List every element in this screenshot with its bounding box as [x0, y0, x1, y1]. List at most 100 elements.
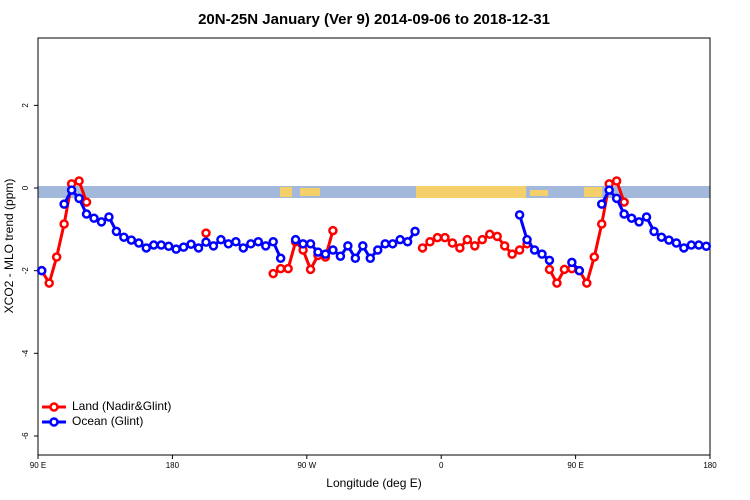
series-marker	[656, 232, 667, 242]
series-line	[62, 188, 707, 272]
x-tick-label: 180	[166, 461, 180, 470]
series-marker	[365, 253, 376, 264]
series-marker	[514, 210, 525, 220]
series-marker	[529, 245, 540, 255]
series-marker	[268, 268, 278, 279]
series-marker	[201, 228, 211, 238]
series-marker	[59, 199, 69, 209]
series-marker	[298, 239, 308, 249]
chart-title: 20N-25N January (Ver 9) 2014-09-06 to 20…	[198, 11, 550, 28]
series-marker	[492, 231, 502, 242]
series-marker	[432, 232, 443, 243]
series-marker	[447, 238, 458, 248]
series-marker	[343, 241, 353, 251]
series-marker	[395, 234, 405, 245]
series-marker	[186, 239, 196, 249]
y-axis-label: XCO2 - MLO trend (ppm)	[2, 179, 16, 314]
series-marker	[275, 253, 286, 264]
series-marker	[596, 199, 607, 209]
series-marker	[701, 241, 712, 252]
series-marker	[552, 278, 562, 288]
series-marker	[328, 245, 338, 255]
series-marker	[350, 253, 361, 264]
series-marker	[223, 239, 234, 249]
series-marker	[66, 185, 77, 195]
series-marker	[141, 243, 152, 253]
series-marker	[238, 243, 249, 253]
series-marker	[36, 265, 47, 276]
x-tick-label: 180	[703, 461, 717, 470]
x-tick-label: 0	[439, 461, 444, 470]
series-marker	[522, 234, 532, 245]
series-marker	[611, 193, 622, 204]
series-marker	[275, 263, 286, 274]
series-marker	[216, 234, 226, 245]
series-marker	[313, 247, 323, 257]
series-marker	[671, 238, 682, 248]
series-marker	[328, 225, 338, 236]
series-marker	[253, 236, 264, 247]
series-marker	[134, 238, 144, 248]
series-marker	[596, 219, 607, 229]
series-marker	[425, 236, 435, 247]
x-tick-label: 90 E	[30, 461, 46, 470]
series-marker	[119, 232, 129, 242]
series-marker	[193, 243, 204, 253]
land-ocean-strip	[38, 186, 710, 198]
series-marker	[268, 236, 278, 247]
y-tick-label: -6	[21, 432, 30, 440]
series-marker	[372, 245, 383, 255]
legend-swatch-marker	[49, 417, 59, 427]
x-tick-label: 90 W	[297, 461, 316, 470]
series-marker	[156, 240, 166, 250]
series-marker	[410, 226, 420, 237]
series-marker	[358, 241, 368, 251]
series-marker	[96, 217, 107, 227]
series-marker	[641, 212, 652, 222]
y-tick-label: -4	[21, 349, 30, 357]
series-marker	[634, 217, 644, 227]
series-marker	[74, 176, 84, 186]
y-tick-label: 2	[21, 103, 30, 108]
series-marker	[567, 257, 577, 268]
series-marker	[679, 243, 689, 253]
series-marker	[81, 209, 92, 219]
series-marker	[231, 236, 241, 247]
series-marker	[208, 241, 219, 251]
x-tick-label: 90 E	[567, 461, 583, 470]
series-marker	[246, 239, 256, 249]
legend-label: Land (Nadir&Glint)	[72, 399, 171, 413]
series-marker	[477, 234, 488, 245]
series-marker	[514, 245, 525, 255]
series-marker	[619, 209, 629, 219]
series-marker	[559, 264, 570, 275]
series-marker	[686, 240, 697, 250]
series-marker	[305, 264, 316, 275]
series-marker	[626, 213, 637, 223]
series-marker	[290, 234, 301, 245]
series-marker	[574, 265, 585, 276]
series-marker	[604, 185, 614, 195]
series-marker	[335, 251, 346, 261]
series-marker	[417, 243, 428, 253]
series-marker	[51, 252, 62, 262]
series-marker	[89, 213, 99, 223]
series-marker	[589, 252, 600, 262]
legend-label: Ocean (Glint)	[72, 414, 143, 428]
series-marker	[320, 249, 331, 259]
series-marker	[81, 197, 92, 207]
series-marker	[537, 249, 547, 259]
series-marker	[402, 236, 413, 247]
series-marker	[380, 239, 390, 249]
series-marker	[148, 240, 159, 250]
y-tick-label: -2	[21, 267, 30, 275]
series-marker	[178, 242, 189, 252]
series-marker	[440, 232, 450, 243]
series-marker	[619, 197, 629, 207]
series-marker	[74, 193, 84, 204]
series-marker	[455, 243, 465, 253]
series-marker	[126, 235, 137, 245]
series-marker	[611, 176, 622, 186]
series-marker	[260, 241, 271, 251]
